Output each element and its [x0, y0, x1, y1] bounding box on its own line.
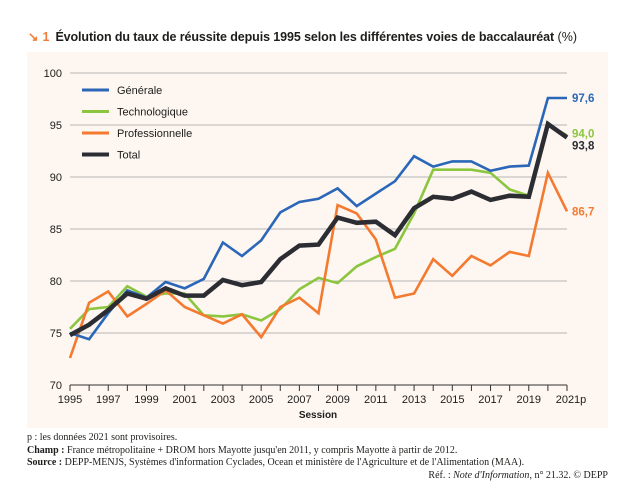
x-tick-label: 2019 [517, 394, 541, 406]
source-text: DEPP-MENJS, Systèmes d'information Cycla… [62, 457, 525, 468]
series-line-professionnelle [68, 168, 569, 359]
legend-label: Technologique [117, 107, 188, 119]
x-axis: 1995 1997 1999 2001 2003 2005 2007 2009 2011 2013… [58, 384, 587, 406]
x-tick-label: 1997 [96, 394, 120, 406]
y-tick-label: 75 [50, 328, 62, 340]
figure-number: 1 [42, 30, 50, 44]
end-label: 94,0 [572, 128, 594, 140]
legend: Générale Technologique Professionnelle Tota… [82, 85, 192, 162]
footer-notes: p : les données 2021 sont provisoires. C… [27, 432, 524, 470]
x-tick-label: 1995 [58, 394, 82, 406]
y-tick-label: 95 [50, 120, 62, 132]
ref-prefix: Réf. : [428, 470, 454, 481]
x-tick-label: 2017 [478, 394, 502, 406]
ref-publication: Note d'Information [453, 470, 530, 481]
champ-note: Champ : France métropolitaine + DROM hor… [27, 445, 524, 458]
legend-label: Professionnelle [117, 128, 192, 140]
champ-label: Champ : [27, 444, 65, 456]
series-line-total [68, 120, 569, 338]
x-tick-label: 1999 [134, 394, 158, 406]
end-label: 97,6 [572, 93, 594, 105]
end-label: 93,8 [572, 140, 595, 152]
end-labels: 97,6 94,0 86,7 93,8 [572, 93, 595, 218]
y-tick-label: 100 [44, 68, 62, 80]
end-label: 86,7 [572, 206, 594, 218]
x-tick-label: 2007 [287, 394, 311, 406]
gridlines [70, 72, 567, 334]
y-tick-label: 80 [50, 276, 62, 288]
chart-panel [27, 52, 608, 428]
x-tick-label: 2005 [249, 394, 273, 406]
x-tick-label: 2009 [325, 394, 349, 406]
provisional-note: p : les données 2021 sont provisoires. [27, 432, 178, 443]
source-note: Source : DEPP-MENJS, Systèmes d'informat… [27, 457, 524, 470]
series-line-gnrale [69, 96, 567, 341]
x-tick-label: 2001 [172, 394, 196, 406]
champ-text: France métropolitaine + DROM hors Mayott… [64, 444, 458, 456]
x-axis-label: Session [299, 410, 337, 421]
y-tick-label: 90 [50, 172, 62, 184]
x-tick-label: 2015 [440, 394, 464, 406]
x-tick-label: 2013 [402, 394, 426, 406]
y-axis-ticks: 70 75 80 85 90 95 100 [44, 68, 62, 392]
x-tick-label: 2021p [556, 394, 587, 406]
reference: Réf. : Note d'Information, n° 21.32. © D… [428, 470, 608, 481]
y-tick-label: 70 [50, 380, 62, 392]
legend-label: Total [117, 150, 140, 162]
series-lines [68, 96, 569, 359]
title-text: Évolution du taux de réussite depuis 199… [55, 30, 555, 44]
source-label: Source : [27, 457, 63, 468]
chart-title: ↘ 1 Évolution du taux de réussite depuis 1… [28, 29, 577, 44]
arrow-down-right-icon: ↘ [28, 30, 39, 44]
ref-suffix: , n° 21.32. © DEPP [529, 470, 608, 481]
y-tick-label: 85 [50, 224, 62, 236]
x-tick-label: 2011 [364, 394, 388, 406]
x-tick-label: 2003 [211, 394, 235, 406]
legend-label: Générale [117, 85, 162, 97]
title-unit: (%) [557, 30, 577, 44]
